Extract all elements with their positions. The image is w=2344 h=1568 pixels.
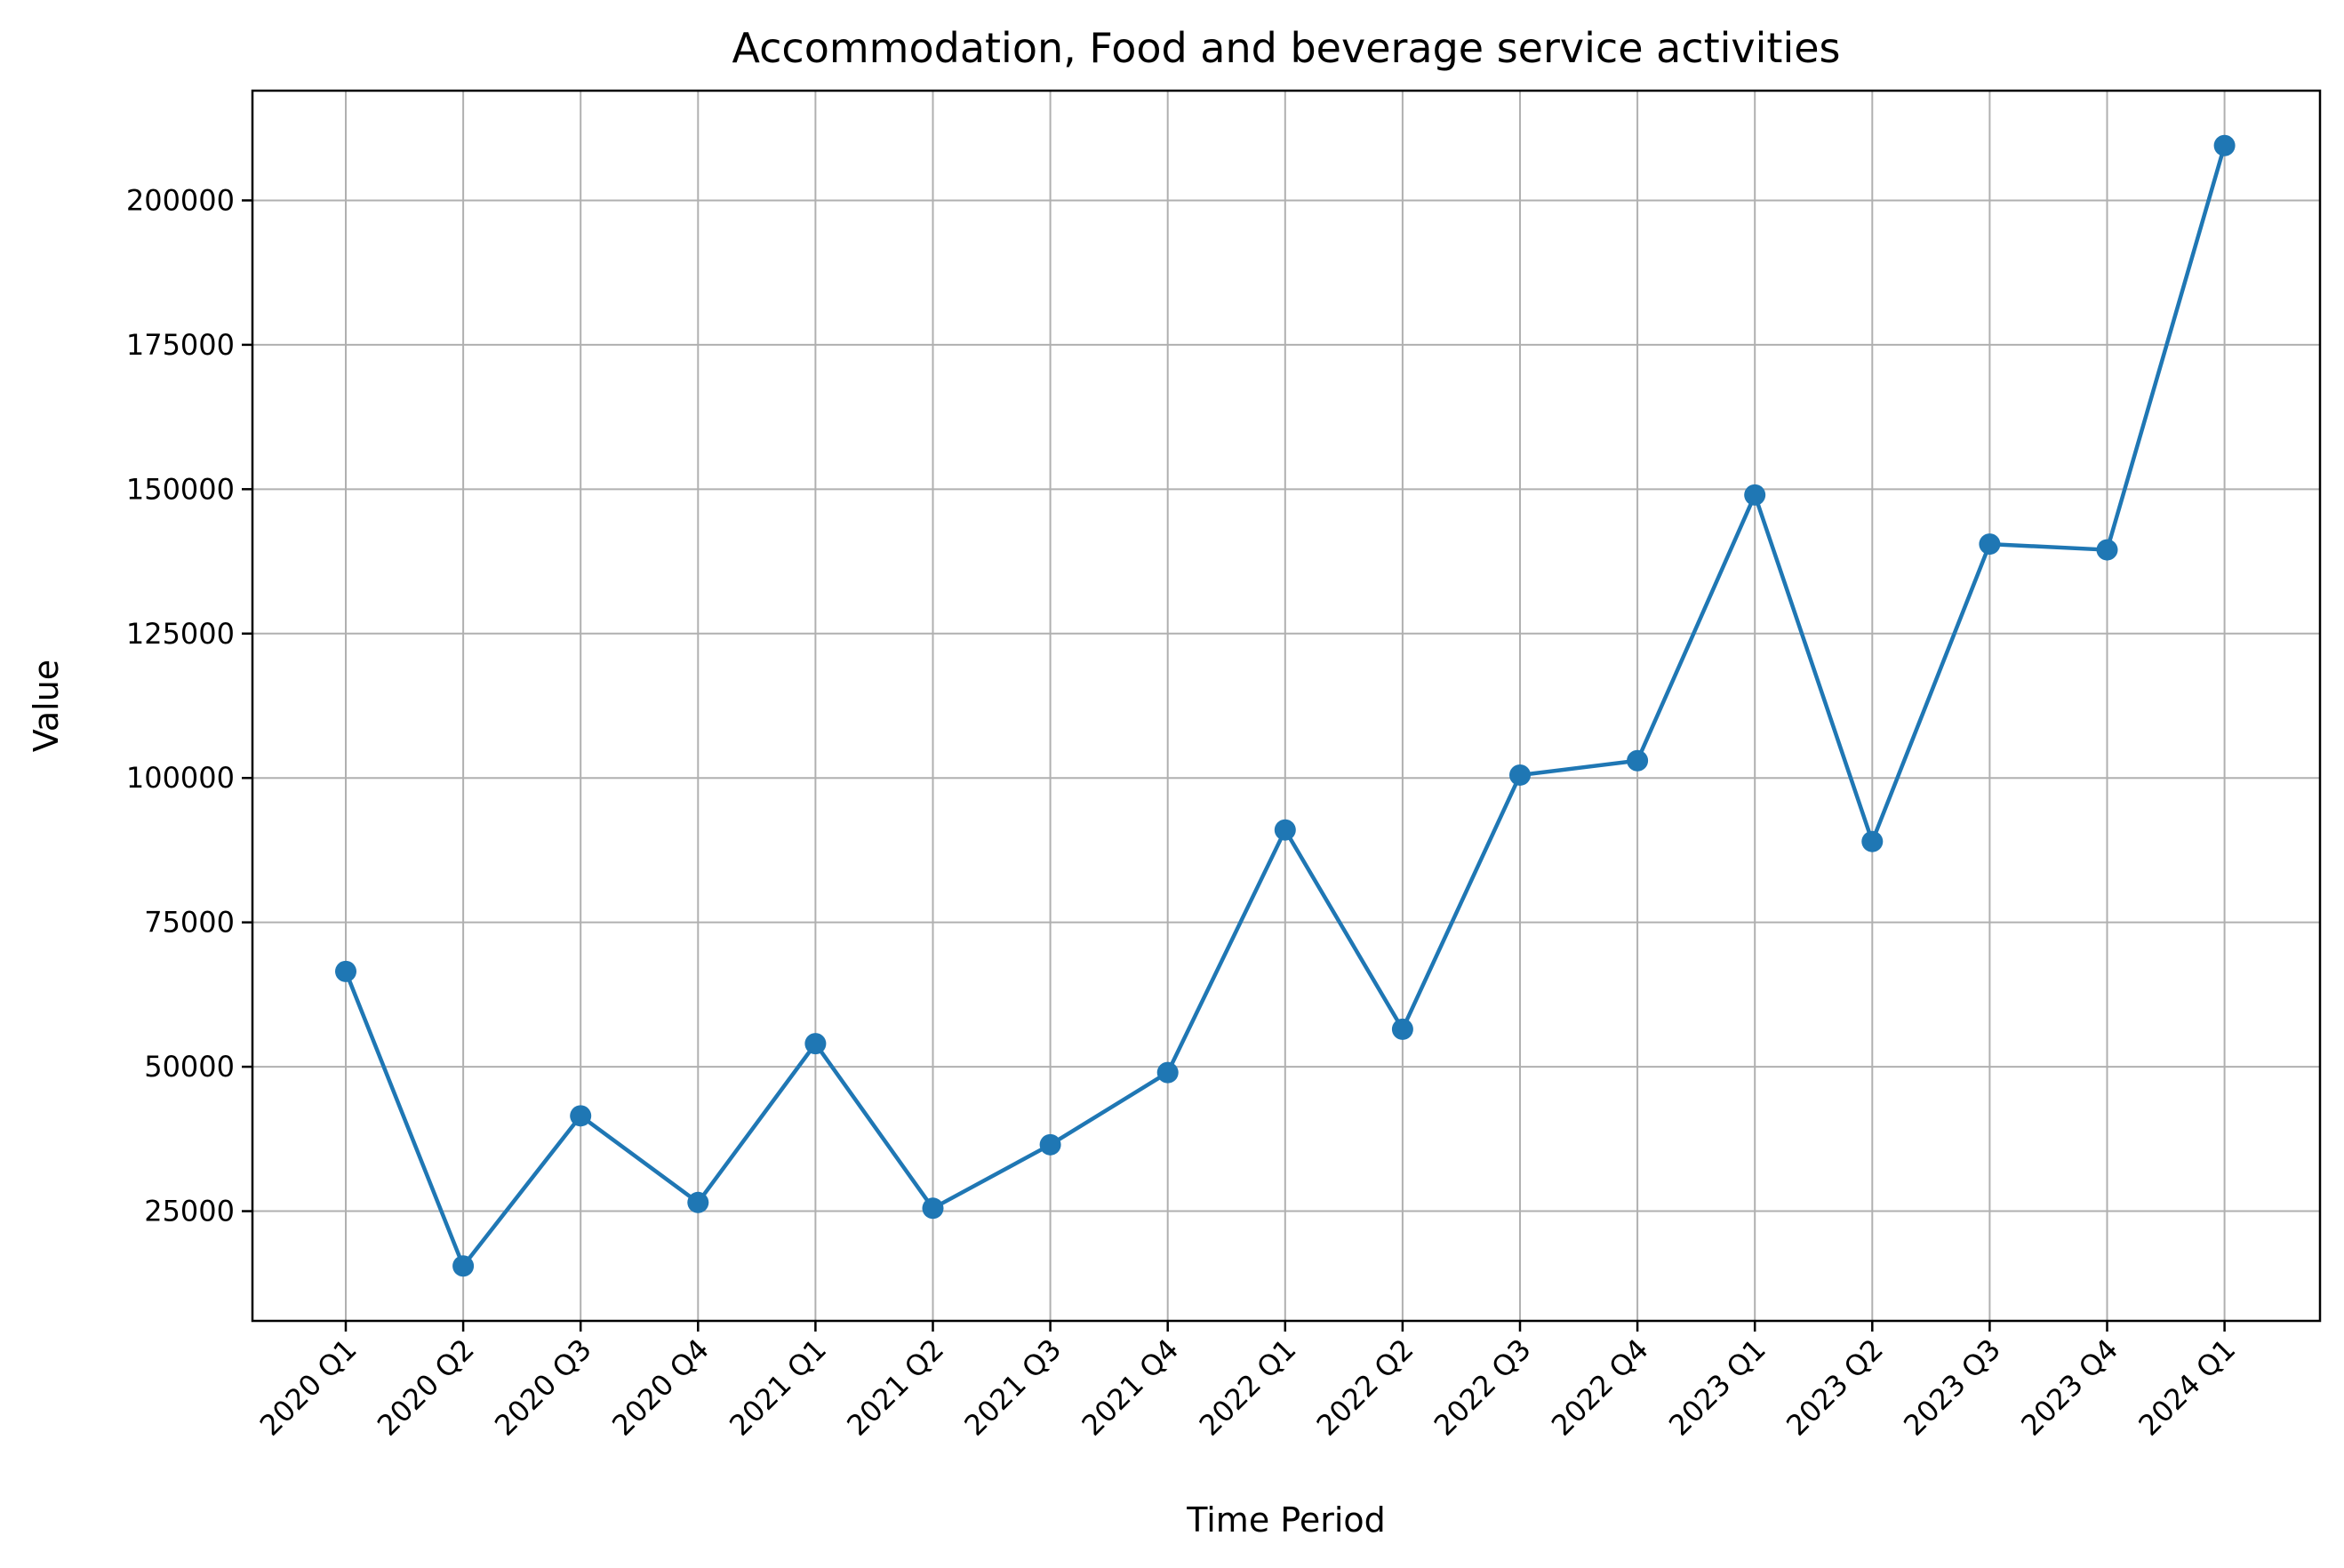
x-tick-label: 2021 Q3 bbox=[957, 1332, 1068, 1443]
y-tick-label: 125000 bbox=[126, 617, 235, 651]
x-tick-label: 2023 Q4 bbox=[2014, 1332, 2124, 1443]
y-axis-label: Value bbox=[27, 660, 66, 752]
x-tick-label: 2020 Q4 bbox=[605, 1332, 716, 1443]
data-point bbox=[2213, 134, 2236, 156]
data-point bbox=[1039, 1133, 1061, 1156]
x-tick-label: 2023 Q2 bbox=[1780, 1332, 1890, 1443]
data-point bbox=[1274, 819, 1296, 841]
data-point bbox=[1391, 1018, 1413, 1040]
x-tick-label: 2024 Q1 bbox=[2132, 1332, 2242, 1443]
x-tick-label: 2023 Q3 bbox=[1897, 1332, 2007, 1443]
data-point bbox=[2096, 539, 2118, 561]
y-tick-label: 25000 bbox=[144, 1195, 235, 1228]
y-tick-label: 150000 bbox=[126, 472, 235, 506]
data-point bbox=[922, 1197, 944, 1220]
data-point bbox=[1979, 533, 2001, 556]
y-tick-label: 200000 bbox=[126, 183, 235, 217]
data-point bbox=[452, 1255, 475, 1277]
x-tick-label: 2022 Q3 bbox=[1428, 1332, 1538, 1443]
data-point bbox=[1627, 749, 1649, 772]
data-point bbox=[1744, 484, 1766, 506]
data-point bbox=[1509, 764, 1531, 786]
x-tick-label: 2021 Q2 bbox=[840, 1332, 950, 1443]
x-tick-label: 2021 Q4 bbox=[1076, 1332, 1186, 1443]
x-tick-label: 2020 Q2 bbox=[371, 1332, 481, 1443]
y-axis: 25000 50000 75000 100000 125000 150000 175000 2… bbox=[126, 183, 252, 1228]
data-point bbox=[335, 960, 356, 982]
data-point bbox=[1156, 1061, 1179, 1084]
data-point bbox=[804, 1033, 827, 1055]
data-point bbox=[570, 1105, 592, 1127]
y-tick-label: 75000 bbox=[144, 906, 235, 940]
y-tick-label: 50000 bbox=[144, 1050, 235, 1084]
y-tick-label: 100000 bbox=[126, 761, 235, 795]
y-tick-label: 175000 bbox=[126, 328, 235, 362]
x-tick-label: 2022 Q1 bbox=[1193, 1332, 1303, 1443]
data-points bbox=[335, 134, 2236, 1277]
x-tick-label: 2020 Q1 bbox=[253, 1332, 364, 1443]
data-point bbox=[1861, 830, 1884, 852]
x-tick-label: 2021 Q1 bbox=[723, 1332, 833, 1443]
grid bbox=[252, 91, 2320, 1321]
x-axis-label: Time Period bbox=[1186, 1500, 1386, 1540]
data-point bbox=[687, 1191, 709, 1213]
x-tick-label: 2022 Q4 bbox=[1545, 1332, 1655, 1443]
x-tick-label: 2020 Q3 bbox=[488, 1332, 598, 1443]
x-tick-label: 2022 Q2 bbox=[1310, 1332, 1420, 1443]
x-axis: 2020 Q1 2020 Q2 2020 Q3 2020 Q4 2021 Q1 2021 … bbox=[253, 1321, 2242, 1443]
chart-title: Accommodation, Food and beverage service… bbox=[732, 24, 1840, 72]
x-tick-label: 2023 Q1 bbox=[1662, 1332, 1772, 1443]
